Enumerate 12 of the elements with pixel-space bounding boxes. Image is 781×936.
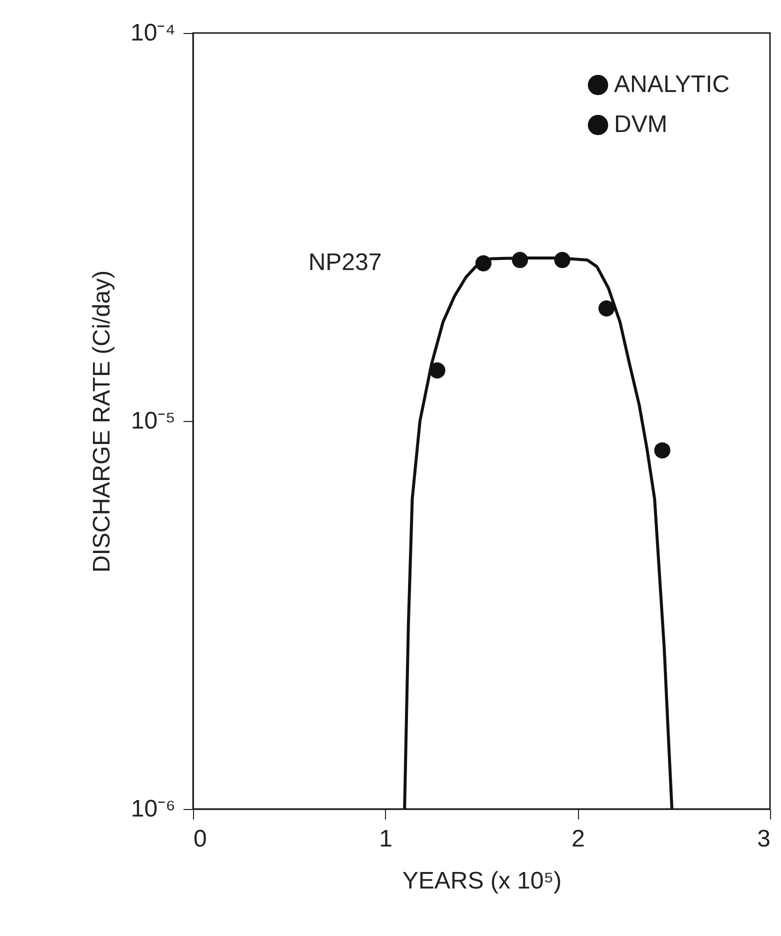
y-axis-title: DISCHARGE RATE (Ci/day) (88, 270, 116, 573)
x-tick-label: 2 (571, 826, 585, 852)
x-axis-title: YEARS (x 10⁵) (402, 868, 562, 894)
x-tick-label: 0 (194, 826, 207, 852)
y-tick-label: 10⁻⁶ (130, 796, 176, 822)
x-tick-label: 3 (757, 826, 770, 852)
y-tick-label: 10⁻⁴ (130, 20, 176, 46)
y-tick-label: 10⁻⁵ (130, 408, 176, 434)
annotation: NP237 (308, 249, 382, 276)
legend-label: DVM (614, 111, 668, 138)
legend-label: ANALYTIC (614, 71, 730, 98)
x-tick-label: 1 (379, 826, 393, 852)
